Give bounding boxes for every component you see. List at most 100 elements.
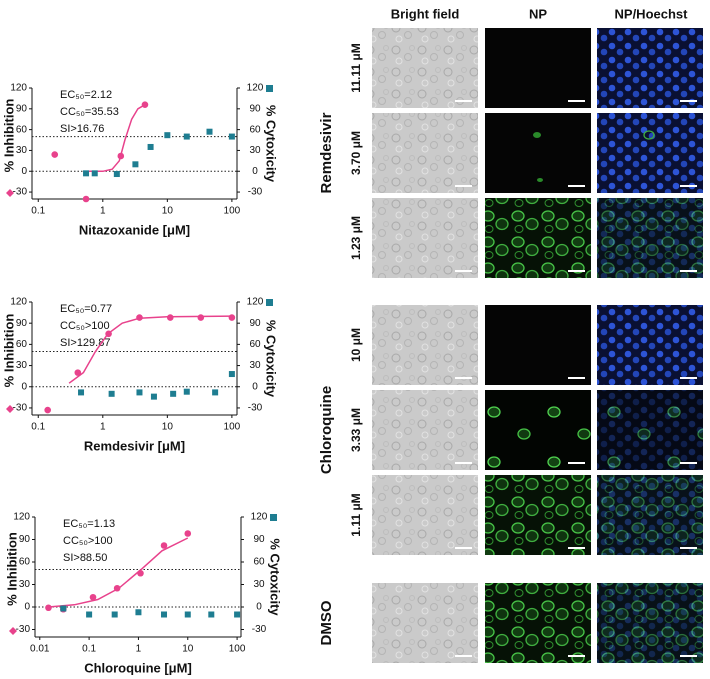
point	[197, 314, 205, 321]
y2-tick-label: 60	[249, 124, 261, 135]
merge-overlay	[597, 583, 703, 663]
row-label: 1.23 μM	[349, 216, 363, 260]
point	[105, 330, 112, 338]
bright-field-image	[372, 583, 478, 663]
chart: -30 0 30 60 90 120 -30 0 30 60 90 120 0.1 1 10 100 Nitaz…	[1, 83, 278, 238]
x-tick-label: 100	[224, 422, 241, 433]
x-tick-label: 10	[182, 644, 194, 655]
row-label: 3.33 μM	[349, 408, 363, 452]
row-label: 10 μM	[349, 328, 363, 362]
y2-tick-label: -30	[248, 403, 263, 414]
point	[184, 611, 191, 618]
point	[74, 369, 82, 376]
y2-tick-label: 90	[249, 103, 261, 114]
annotation: CC₅₀=35.53	[60, 106, 119, 118]
y-tick-label: 30	[19, 579, 31, 590]
y2-tick-label: 30	[249, 360, 261, 371]
y2-axis-label: % Cytoxicity	[268, 538, 283, 616]
point	[184, 530, 192, 537]
y-tick-label: -30	[13, 187, 28, 198]
y-tick-label: 60	[19, 557, 31, 568]
annotation: EC₅₀=0.77	[60, 303, 112, 315]
point	[83, 170, 90, 177]
point	[111, 611, 118, 618]
point	[113, 171, 120, 178]
bright-field-image	[372, 113, 478, 193]
bright-field-image	[372, 198, 478, 278]
merge-image	[597, 28, 703, 108]
y2-tick-label: 30	[253, 579, 265, 590]
bright-field-image	[372, 390, 478, 470]
merge-image	[597, 305, 703, 385]
y-axis-label: % Inhibition	[1, 99, 16, 173]
y-tick-label: 60	[16, 124, 28, 135]
x-axis-label: Chloroquine [μM]	[84, 660, 192, 675]
point	[166, 314, 174, 321]
point	[228, 133, 235, 140]
x-tick-label: 0.1	[31, 422, 45, 433]
point	[228, 314, 236, 321]
column-header: NP/Hoechst	[615, 6, 689, 21]
y2-axis-label: % Cytoxicity	[264, 105, 279, 183]
bright-field-image	[372, 475, 478, 555]
micrograph-row	[372, 198, 703, 278]
y-tick-label: 90	[19, 534, 31, 545]
annotation: EC₅₀=1.13	[63, 518, 115, 530]
annotation: EC₅₀=2.12	[60, 89, 112, 101]
y2-tick-label: 90	[249, 318, 261, 329]
point	[183, 133, 190, 140]
merge-overlay	[597, 198, 703, 278]
y2-tick-label: 0	[252, 166, 258, 177]
fit-curve	[86, 104, 146, 173]
x-tick-label: 100	[224, 206, 241, 217]
column-header: Bright field	[391, 6, 460, 21]
row-label: 1.11 μM	[349, 493, 363, 536]
chart: -30 0 30 60 90 120 -30 0 30 60 90 120 0.01 0.1 1 10 100 C…	[4, 512, 282, 676]
y2-tick-label: 0	[256, 602, 262, 613]
y-tick-label: 120	[10, 83, 27, 94]
point	[137, 569, 144, 577]
point	[113, 584, 121, 592]
group-label: Remdesivir	[318, 112, 335, 193]
y-axis-label: % Inhibition	[1, 314, 16, 388]
y2-tick-label: 90	[253, 534, 265, 545]
scale-bar	[455, 100, 697, 657]
y2-tick-label: 120	[247, 297, 264, 308]
y2-tick-label: 60	[253, 557, 265, 568]
point	[89, 593, 97, 601]
point	[91, 170, 98, 177]
point	[135, 609, 142, 616]
group-label: DMSO	[318, 600, 335, 645]
bright-field-image	[372, 28, 478, 108]
point	[234, 611, 241, 618]
point	[208, 611, 215, 618]
point	[45, 604, 52, 612]
x-tick-label: 0.1	[31, 206, 45, 217]
y-tick-label: 30	[16, 360, 28, 371]
legend-marker	[266, 299, 273, 306]
np-signal	[533, 132, 541, 138]
point	[78, 389, 85, 396]
bright-field-image	[372, 305, 478, 385]
micrograph-row	[372, 28, 703, 108]
y2-axis-label: % Cytoxicity	[264, 320, 279, 398]
y-tick-label: 30	[16, 145, 28, 156]
x-tick-label: 100	[229, 644, 246, 655]
x-tick-label: 10	[162, 422, 174, 433]
scale-bars	[455, 100, 697, 657]
y-axis-label: % Inhibition	[4, 532, 19, 606]
group-label: Chloroquine	[318, 386, 335, 474]
y2-tick-label: 60	[249, 339, 261, 350]
annotation: CC₅₀>100	[60, 320, 110, 332]
y-tick-label: 90	[16, 103, 28, 114]
y-tick-label: 0	[24, 602, 30, 613]
y-tick-label: 120	[13, 512, 30, 523]
x-tick-label: 1	[100, 206, 106, 217]
point	[228, 371, 235, 378]
x-tick-label: 1	[136, 644, 142, 655]
fit-curve	[68, 315, 232, 384]
x-tick-label: 1	[100, 422, 106, 433]
point	[86, 611, 93, 618]
point	[160, 542, 168, 549]
micrograph-row	[372, 475, 703, 555]
